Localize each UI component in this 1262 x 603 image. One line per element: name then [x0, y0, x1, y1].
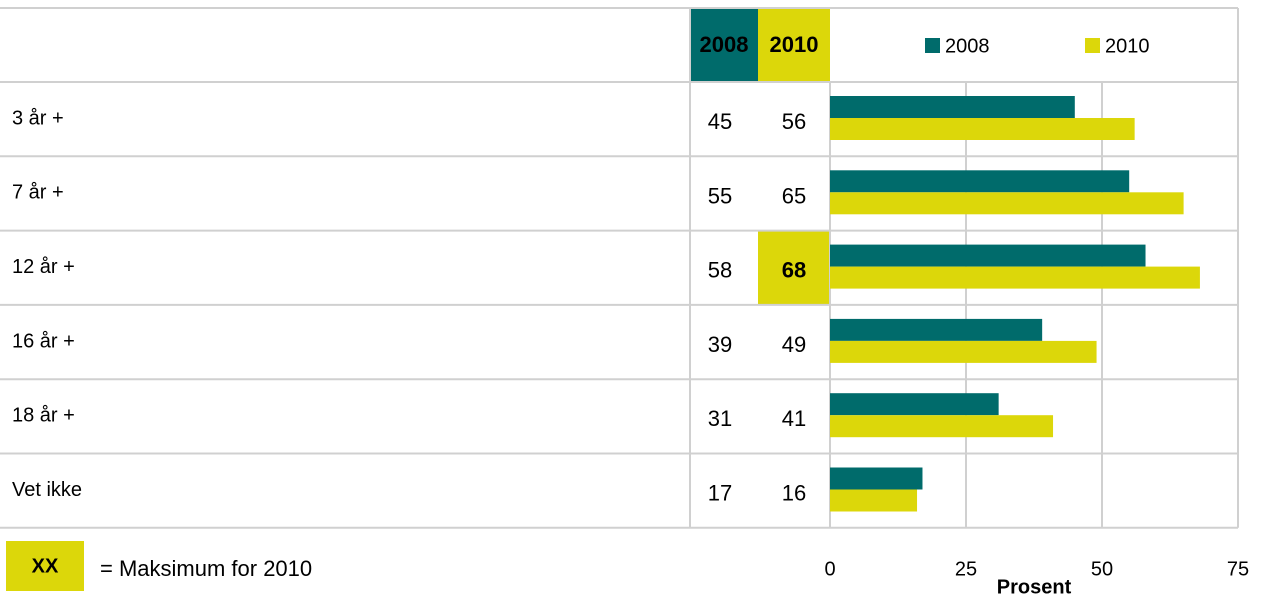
- header-cell: [690, 8, 758, 82]
- value-label: 41: [782, 406, 806, 431]
- legend-swatch: [1085, 38, 1100, 53]
- value-label: 56: [782, 109, 806, 134]
- value-label: 65: [782, 183, 806, 208]
- value-label: 45: [708, 109, 732, 134]
- x-tick-label: 50: [1091, 558, 1113, 580]
- bar: [830, 118, 1135, 140]
- bar: [830, 192, 1184, 215]
- bar: [830, 489, 918, 512]
- value-label: 68: [782, 258, 806, 283]
- value-label: 16: [782, 480, 806, 505]
- column-header: 2008: [700, 32, 749, 57]
- value-label: 17: [708, 480, 732, 505]
- value-label: 49: [782, 332, 806, 357]
- bar: [830, 318, 1043, 341]
- row-label: 12 år +: [12, 256, 75, 278]
- value-label: 55: [708, 183, 732, 208]
- bar: [830, 244, 1146, 267]
- key-marker: XX: [32, 555, 59, 577]
- bar: [830, 170, 1130, 193]
- key-text: = Maksimum for 2010: [100, 556, 312, 581]
- key-swatch: [6, 541, 84, 591]
- x-axis-label: Prosent: [997, 576, 1072, 598]
- value-label: 31: [708, 406, 732, 431]
- bar: [830, 96, 1075, 118]
- legend-swatch: [925, 38, 940, 53]
- header-cell: [758, 8, 830, 82]
- highlight-cell: [758, 230, 830, 305]
- row-label: 16 år +: [12, 330, 75, 352]
- value-label: 39: [708, 332, 732, 357]
- bar: [830, 467, 923, 490]
- legend-label: 2010: [1105, 35, 1150, 57]
- bar: [830, 415, 1054, 438]
- row-label: 3 år +: [12, 107, 64, 129]
- row-label: 18 år +: [12, 405, 75, 427]
- bar: [830, 340, 1097, 363]
- x-tick-label: 0: [824, 558, 835, 580]
- x-tick-label: 75: [1227, 558, 1249, 580]
- bar: [830, 266, 1200, 289]
- value-label: 58: [708, 258, 732, 283]
- row-label: 7 år +: [12, 182, 64, 204]
- column-header: 2010: [770, 32, 819, 57]
- bar: [830, 393, 999, 416]
- row-label: Vet ikke: [12, 479, 82, 501]
- x-tick-label: 25: [955, 558, 977, 580]
- legend-label: 2008: [945, 35, 990, 57]
